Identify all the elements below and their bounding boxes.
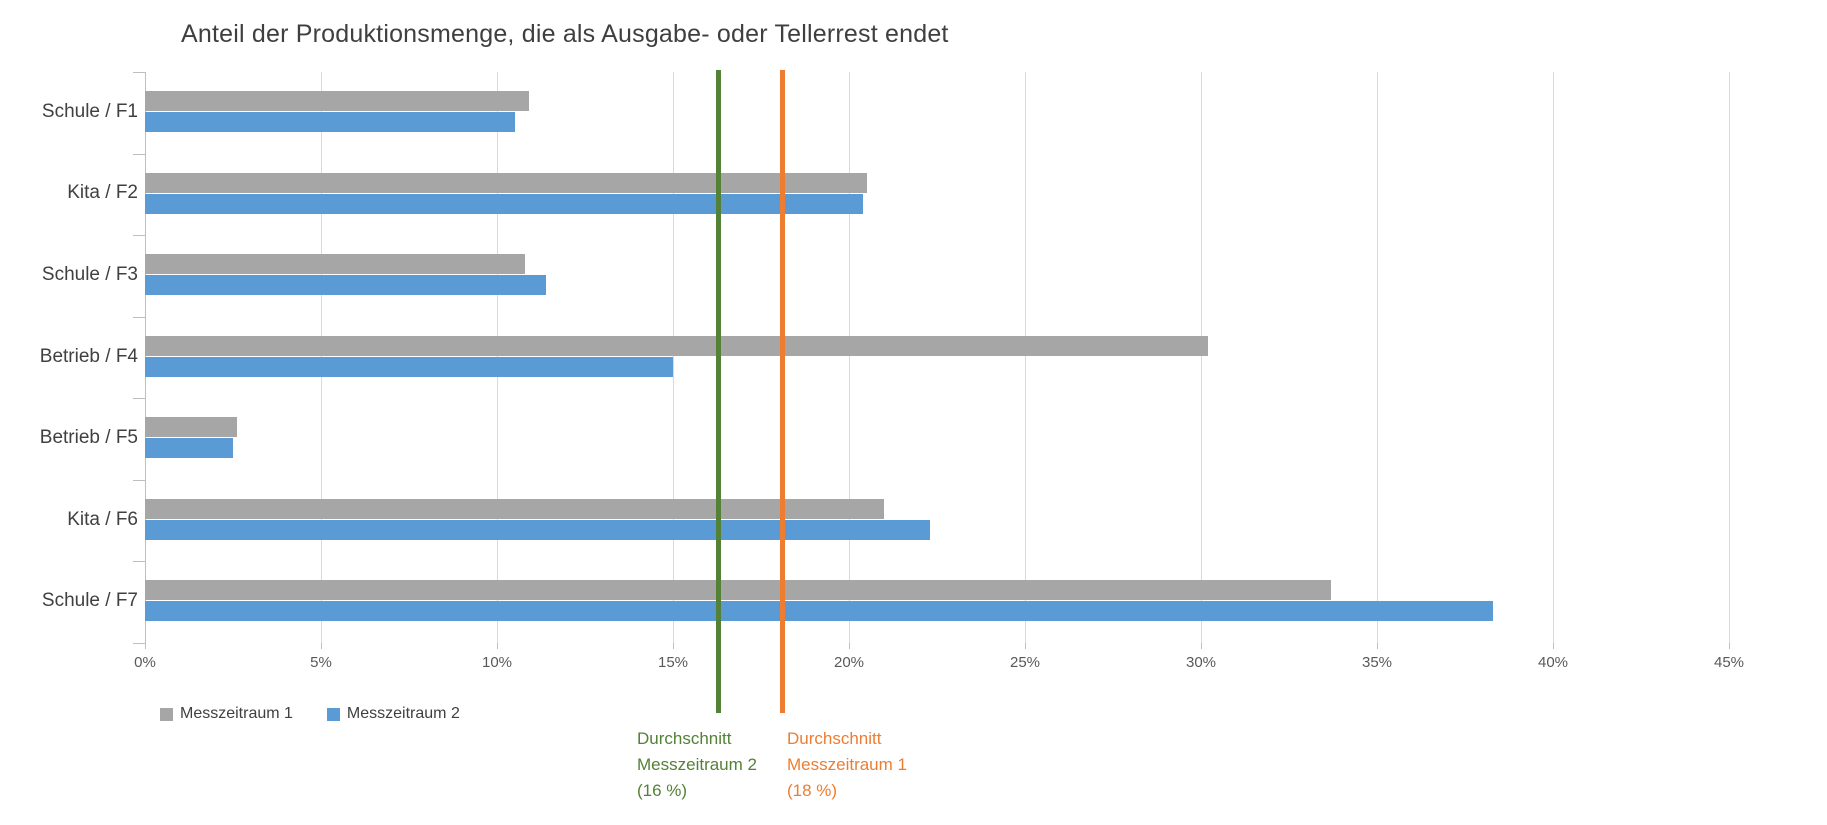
x-axis-tick-label: 30% <box>1185 654 1217 671</box>
reference-line-label-line: (16 %) <box>637 781 688 800</box>
bar-messzeitraum-1 <box>145 580 1332 601</box>
x-axis-tick <box>497 643 498 649</box>
bar-messzeitraum-1 <box>145 91 529 111</box>
chart-title: Anteil der Produktionsmenge, die als Aus… <box>181 20 949 48</box>
x-axis-tick-label: 10% <box>481 654 513 671</box>
gridline <box>1200 72 1202 643</box>
x-axis-tick <box>145 643 146 649</box>
x-axis-tick <box>1025 643 1026 649</box>
category-label: Schule / F1 <box>41 100 138 122</box>
bar-messzeitraum-1 <box>145 254 526 275</box>
x-axis-tick <box>849 643 850 649</box>
category-label: Betrieb / F4 <box>39 345 138 367</box>
legend-label: Messzeitraum 1 <box>180 705 293 722</box>
x-axis-tick <box>1201 643 1202 649</box>
gridline <box>848 72 850 643</box>
bar-messzeitraum-1 <box>145 335 1209 356</box>
x-axis-tick <box>321 643 322 649</box>
bar-messzeitraum-2 <box>145 275 547 296</box>
y-axis-category-tick <box>133 72 145 73</box>
legend: Messzeitraum 1 Messzeitraum 2 <box>160 705 460 723</box>
x-axis-tick-label: 15% <box>657 654 689 671</box>
bar-messzeitraum-2 <box>145 112 515 132</box>
bar-messzeitraum-1 <box>145 498 885 519</box>
x-axis-tick-label: 35% <box>1361 654 1393 671</box>
category-label: Kita / F6 <box>67 508 138 530</box>
y-axis-category-tick <box>133 479 145 481</box>
gridline <box>1376 72 1378 643</box>
bar-messzeitraum-1 <box>145 417 237 438</box>
reference-line-label-line: Messzeitraum 1 <box>787 755 907 774</box>
category-label: Kita / F2 <box>67 182 138 204</box>
gridline <box>672 72 674 643</box>
gridline <box>1728 72 1730 643</box>
x-axis-tick-label: 0% <box>134 654 156 671</box>
x-axis-tick-label: 5% <box>310 654 332 671</box>
category-label: Betrieb / F5 <box>39 427 138 449</box>
x-axis-tick <box>1553 643 1554 649</box>
bar-messzeitraum-2 <box>145 601 1494 622</box>
reference-line-label-line: Durchschnitt <box>637 729 732 748</box>
y-axis-category-tick <box>133 316 145 318</box>
reference-line-label-line: Durchschnitt <box>787 729 882 748</box>
bar-messzeitraum-1 <box>145 172 867 193</box>
category-label: Schule / F7 <box>41 590 138 612</box>
reference-line-label-line: Messzeitraum 2 <box>637 755 757 774</box>
legend-label: Messzeitraum 2 <box>346 705 460 722</box>
bar-messzeitraum-2 <box>145 193 864 214</box>
legend-swatch <box>326 707 340 721</box>
gridline <box>1552 72 1554 643</box>
x-axis-tick-label: 20% <box>833 654 865 671</box>
reference-line-label-line: (18 %) <box>787 781 838 800</box>
reference-line-label-average-messzeitraum-1: Durchschnitt Messzeitraum 1 (18 %) <box>787 726 907 804</box>
x-axis-tick <box>673 643 674 649</box>
reference-line-average-messzeitraum-1 <box>779 70 785 713</box>
x-axis-tick-label: 25% <box>1009 654 1041 671</box>
y-axis-category-tick <box>133 235 145 237</box>
bar-messzeitraum-2 <box>145 356 673 377</box>
x-axis-tick-label: 45% <box>1713 654 1745 671</box>
category-label: Schule / F3 <box>41 263 138 285</box>
y-axis-category-tick <box>133 643 145 644</box>
reference-line-average-messzeitraum-2 <box>716 70 722 713</box>
legend-swatch <box>160 707 173 721</box>
legend-item: Messzeitraum 2 <box>326 705 460 723</box>
legend-item: Messzeitraum 1 <box>160 705 293 723</box>
y-axis-category-tick <box>133 153 145 155</box>
reference-line-label-average-messzeitraum-2: Durchschnitt Messzeitraum 2 (16 %) <box>637 726 757 804</box>
y-axis-category-tick <box>133 398 145 400</box>
bar-messzeitraum-2 <box>145 438 233 459</box>
plot-area <box>145 72 1730 643</box>
bar-messzeitraum-2 <box>145 519 930 540</box>
y-axis-category-tick <box>133 561 145 563</box>
x-axis-tick-label: 40% <box>1537 654 1569 671</box>
gridline <box>1024 72 1026 643</box>
x-axis-tick <box>1377 643 1378 649</box>
x-axis-tick <box>1729 643 1730 649</box>
